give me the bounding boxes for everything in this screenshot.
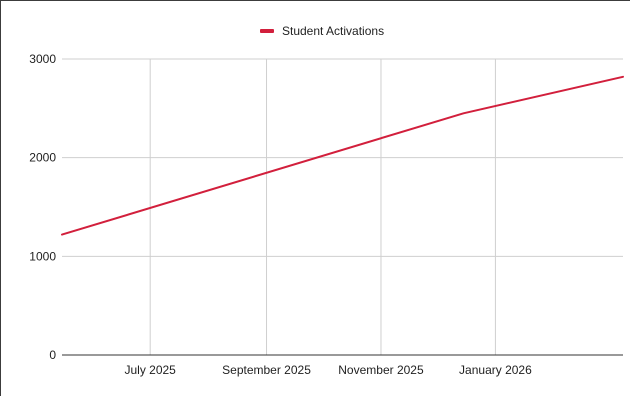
x-tick-label: September 2025 bbox=[222, 363, 311, 377]
series-layer bbox=[61, 75, 624, 236]
x-tick-label: July 2025 bbox=[124, 363, 176, 377]
x-tick-label: November 2025 bbox=[338, 363, 424, 377]
y-tick-label: 1000 bbox=[29, 249, 56, 263]
legend-swatch bbox=[260, 29, 274, 33]
series-line bbox=[61, 75, 624, 236]
y-tick-label: 0 bbox=[49, 348, 56, 362]
y-tick-label: 3000 bbox=[29, 52, 56, 66]
grid bbox=[62, 58, 623, 355]
legend-label: Student Activations bbox=[282, 24, 384, 38]
x-tick-label: January 2026 bbox=[459, 363, 532, 377]
axes: 0 1000 2000 3000 July 2025 September 2025 Nove… bbox=[29, 52, 623, 377]
legend: Student Activations bbox=[260, 24, 384, 38]
y-tick-label: 2000 bbox=[29, 151, 56, 165]
